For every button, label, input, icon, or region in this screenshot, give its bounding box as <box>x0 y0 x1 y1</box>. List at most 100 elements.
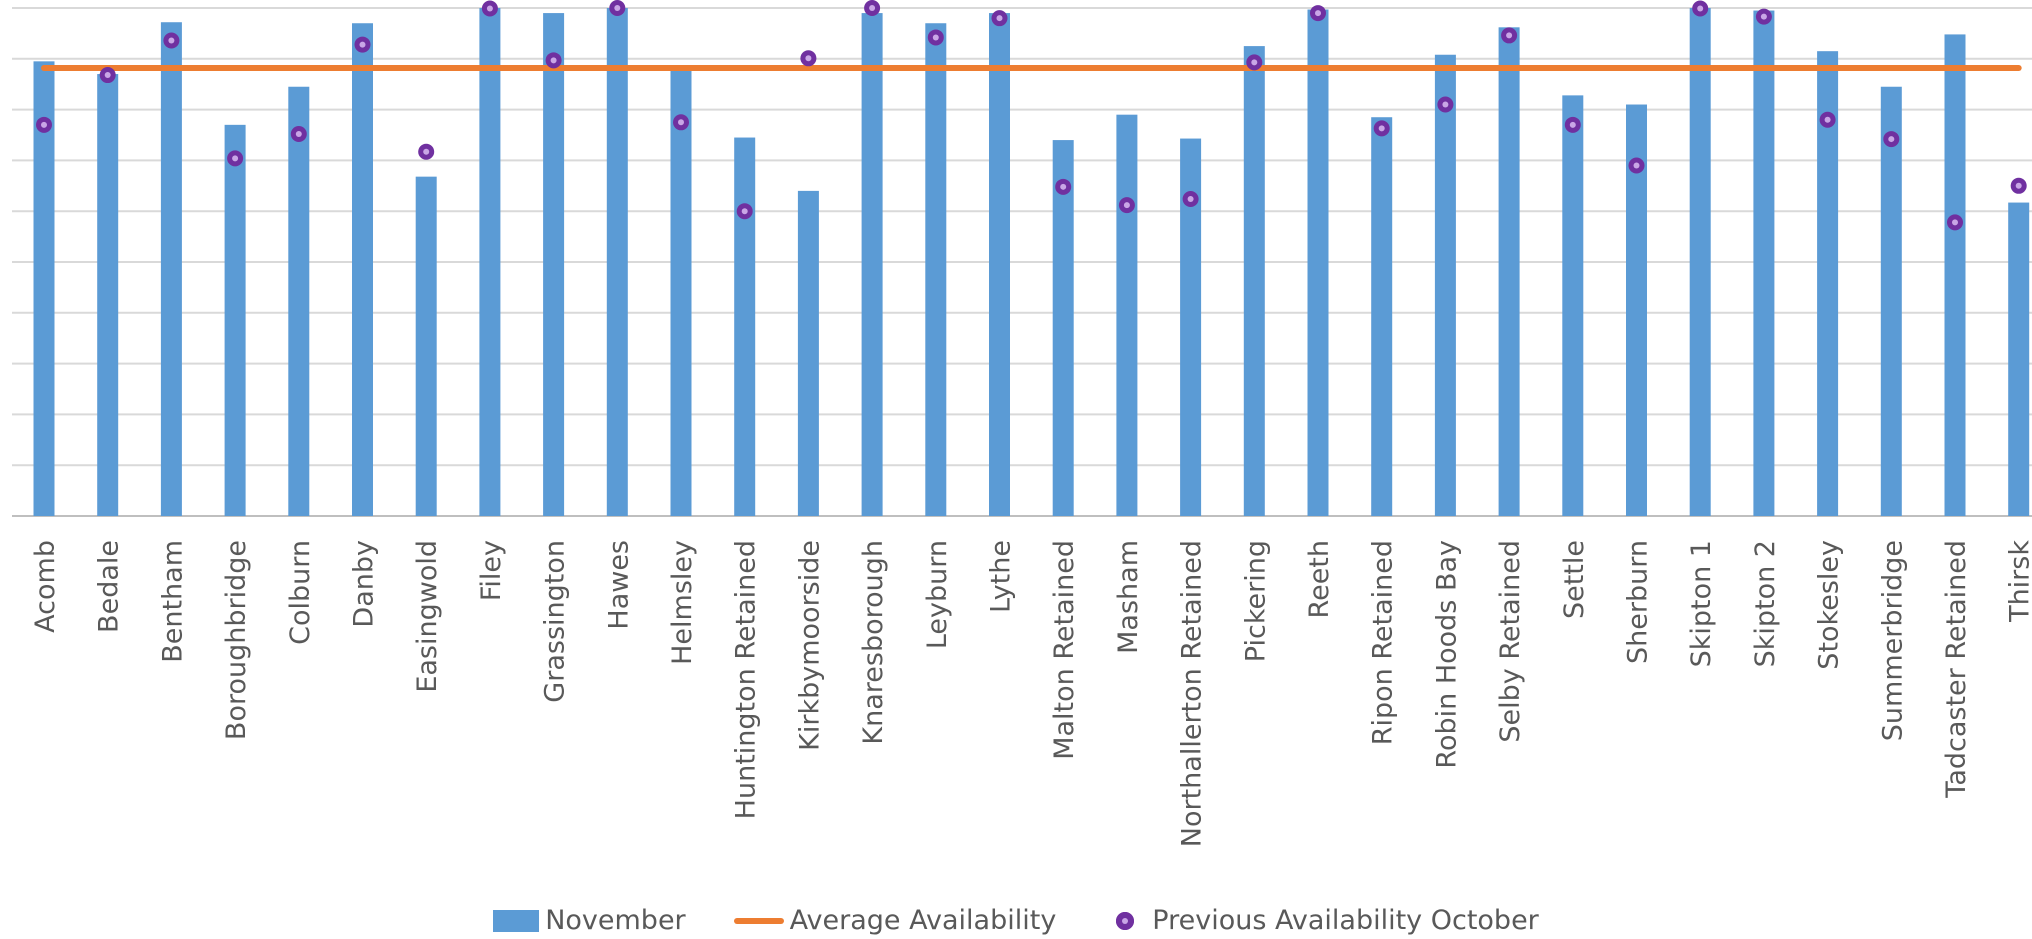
data-point <box>1055 179 1071 195</box>
data-point-center <box>168 38 174 44</box>
bar <box>607 8 628 516</box>
bar <box>352 23 373 516</box>
data-point <box>1692 1 1708 17</box>
x-tick-label: Stokesley <box>1814 540 1845 670</box>
chart: Acomb Bedale Bentham Boroughbridge Colburn Da… <box>0 0 2032 900</box>
data-point <box>992 10 1008 26</box>
x-tick-label: Sherburn <box>1623 540 1654 664</box>
data-point <box>1437 97 1453 113</box>
data-point-center <box>232 155 238 161</box>
x-tick-label: Masham <box>1113 540 1144 654</box>
bar <box>161 22 182 516</box>
x-tick-label: Filey <box>476 540 507 601</box>
x-tick-label: Grassington <box>540 540 571 703</box>
bar <box>225 125 246 516</box>
x-tick-label: Huntington Retained <box>731 540 762 819</box>
data-point <box>355 37 371 53</box>
data-point-center <box>487 6 493 12</box>
x-tick-label: Thirsk <box>2005 540 2032 623</box>
data-point-center <box>614 5 620 11</box>
data-point <box>928 29 944 45</box>
x-tick-label: Settle <box>1559 540 1590 619</box>
bar <box>798 191 819 516</box>
bar <box>1116 115 1137 516</box>
legend-swatch-bar <box>493 910 539 932</box>
x-tick-label: Boroughbridge <box>221 540 252 740</box>
data-point <box>1629 157 1645 173</box>
data-point-center <box>1506 32 1512 38</box>
data-point <box>1756 9 1772 25</box>
bar <box>1753 11 1774 516</box>
data-point <box>227 150 243 166</box>
x-tick-label: Reeth <box>1304 540 1335 618</box>
data-point <box>2011 178 2027 194</box>
dot-series <box>36 0 2027 230</box>
data-point-center <box>997 15 1003 21</box>
data-point-center <box>41 122 47 128</box>
x-tick-label: Northallerton Retained <box>1177 540 1208 847</box>
data-point-center <box>296 131 302 137</box>
bar <box>1881 87 1902 516</box>
x-tick-label: Colburn <box>285 540 316 645</box>
x-tick-label: Summerbridge <box>1877 540 1908 741</box>
bar <box>1499 27 1520 516</box>
data-point <box>1820 112 1836 128</box>
bar <box>479 8 500 516</box>
data-point <box>1883 131 1899 147</box>
x-axis-labels: Acomb Bedale Bentham Boroughbridge Colburn Da… <box>30 540 2032 848</box>
data-point <box>1246 54 1262 70</box>
data-point-center <box>1251 59 1257 65</box>
data-point <box>291 126 307 142</box>
x-tick-label: Kirkbymoorside <box>794 540 825 751</box>
x-tick-label: Danby <box>349 540 380 628</box>
x-tick-label: Bedale <box>94 540 125 633</box>
x-tick-label: Acomb <box>30 540 61 633</box>
legend-label-november: November <box>545 905 685 936</box>
data-point <box>418 144 434 160</box>
data-point-center <box>2016 183 2022 189</box>
data-point <box>1374 120 1390 136</box>
data-point-center <box>678 119 684 125</box>
data-point <box>737 203 753 219</box>
data-point-center <box>1634 162 1640 168</box>
data-point-center <box>933 34 939 40</box>
data-point-center <box>805 55 811 61</box>
data-point <box>1183 191 1199 207</box>
x-tick-label: Ripon Retained <box>1368 540 1399 745</box>
data-point <box>800 50 816 66</box>
x-tick-label: Tadcaster Retained <box>1941 540 1972 799</box>
data-point-center <box>1315 10 1321 16</box>
data-point-center <box>1379 125 1385 131</box>
x-tick-label: Hawes <box>603 540 634 630</box>
data-point-center <box>742 208 748 214</box>
x-tick-label: Robin Hoods Bay <box>1431 540 1462 769</box>
legend-swatch-dot <box>1116 912 1134 930</box>
bar <box>989 13 1010 516</box>
x-tick-label: Skipton 1 <box>1686 540 1717 667</box>
data-point <box>673 114 689 130</box>
legend-swatch-line <box>734 918 784 924</box>
data-point <box>546 52 562 68</box>
data-point <box>1310 5 1326 21</box>
legend-label-previous: Previous Availability October <box>1152 905 1539 936</box>
data-point-center <box>1060 184 1066 190</box>
bar <box>1435 55 1456 516</box>
data-point-center <box>1825 117 1831 123</box>
data-point-center <box>1188 196 1194 202</box>
data-point-center <box>551 57 557 63</box>
x-tick-label: Helmsley <box>667 540 698 665</box>
bar <box>1945 34 1966 516</box>
data-point <box>1565 117 1581 133</box>
data-point <box>36 117 52 133</box>
x-tick-label: Leyburn <box>922 540 953 649</box>
data-point-center <box>360 42 366 48</box>
data-point <box>163 33 179 49</box>
x-tick-label: Pickering <box>1240 540 1271 662</box>
bar <box>1053 140 1074 516</box>
data-point-center <box>1761 14 1767 20</box>
x-tick-label: Skipton 2 <box>1750 540 1781 667</box>
data-point-center <box>869 5 875 11</box>
data-point-center <box>105 72 111 78</box>
data-point-center <box>1952 219 1958 225</box>
legend-item-previous: Previous Availability October <box>1104 905 1539 936</box>
